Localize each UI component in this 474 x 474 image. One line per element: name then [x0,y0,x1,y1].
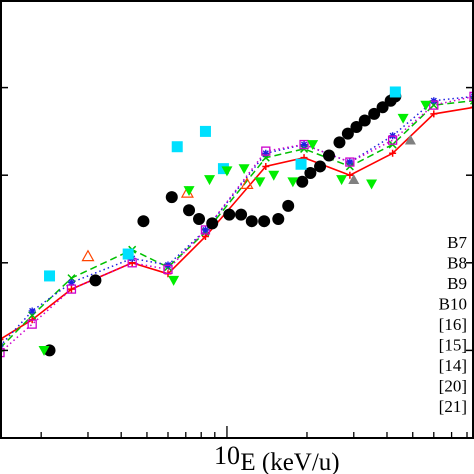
series-0-point-8 [346,171,354,179]
series-4-point-14 [304,167,317,180]
series-4-point-20 [358,114,371,127]
series-8-point-8 [287,177,299,188]
series-3-point-1 [27,319,37,329]
series-7-point-5 [295,158,307,170]
series-4-point-5 [193,213,206,225]
series-0-point-2 [67,285,75,293]
series-3-point-9 [387,135,398,145]
series-line-0 [0,106,474,341]
series-4-point-15 [314,160,327,173]
series-4-point-21 [368,107,381,120]
series-7-point-2 [171,141,183,153]
plot-content [0,86,474,358]
series-8-point-10 [336,175,348,186]
series-4-point-13 [296,175,309,188]
series-3-point-0 [0,347,5,358]
series-8-point-1 [168,275,180,286]
series-3-point-10 [429,100,439,110]
series-2-point-6 [262,149,270,157]
legend-label-0: B7 [447,233,467,252]
series-7-point-0 [44,270,56,282]
series-0-point-11 [470,103,474,111]
series-8-point-4 [221,166,233,177]
series-line-1 [0,99,474,349]
series-3-point-11 [469,91,474,102]
legend-label-4: [16] [439,315,467,334]
legend-label-8: [21] [439,397,467,416]
series-2-point-1 [28,307,36,315]
series-3-point-6 [261,146,271,156]
series-8-point-6 [254,177,266,188]
series-3-point-8 [345,157,355,167]
series-4-point-9 [245,215,258,228]
series-8-point-2 [183,186,195,197]
series-0-point-9 [389,149,397,157]
series-3-point-4 [163,264,173,275]
series-4-point-17 [333,136,346,149]
series-line-2 [0,95,474,347]
series-5-point-2 [240,177,254,189]
series-0-point-10 [430,110,438,118]
series-2-point-2 [67,279,75,287]
legend-label-3: B10 [439,295,467,314]
series-4-point-11 [272,213,285,225]
series-8-point-9 [307,140,319,151]
series-2-point-8 [346,158,354,166]
legend-label-7: [20] [439,377,467,396]
series-8-point-0 [38,346,50,356]
series-4-point-18 [341,127,354,140]
series-4-point-8 [235,208,248,221]
series-0-point-6 [262,162,270,170]
series-4-point-4 [183,204,196,217]
series-4-point-16 [322,149,335,162]
x-tick-label-0: 10 [214,441,240,470]
series-4-point-1 [89,274,102,287]
series-8-point-12 [397,113,409,124]
series-4-point-7 [223,208,236,221]
series-3-point-7 [299,139,309,150]
plot-area [0,86,474,358]
series-line-3 [0,95,474,354]
legend-label-2: B9 [447,274,467,293]
series-3-point-5 [200,225,211,235]
x-axis-title: E (keV/u) [240,449,339,474]
series-7-point-3 [199,125,211,137]
series-4-point-19 [350,121,363,134]
series-4-point-2 [137,215,150,228]
series-8-point-11 [366,179,378,190]
series-4-point-12 [282,199,295,212]
series-7-point-1 [122,248,134,260]
series-2-point-5 [201,226,209,234]
series-8-point-5 [238,164,250,175]
series-3-point-2 [66,284,77,294]
series-4-point-22 [376,101,389,114]
series-8-point-7 [268,170,280,181]
series-5-point-0 [81,249,95,262]
legend-label-5: [15] [439,336,467,355]
series-6-point-0 [348,174,360,184]
series-2-point-7 [300,141,308,149]
series-7-point-6 [389,86,401,98]
series-0-point-0 [0,335,4,343]
series-8-point-13 [420,100,432,111]
legend-label-6: [14] [439,356,467,375]
legend-label-1: B8 [447,254,467,273]
series-4-point-3 [165,191,178,204]
series-6-point-1 [404,134,416,145]
series-4-point-10 [258,215,271,228]
series-4-point-6 [206,217,219,230]
series-8-point-3 [204,175,216,186]
